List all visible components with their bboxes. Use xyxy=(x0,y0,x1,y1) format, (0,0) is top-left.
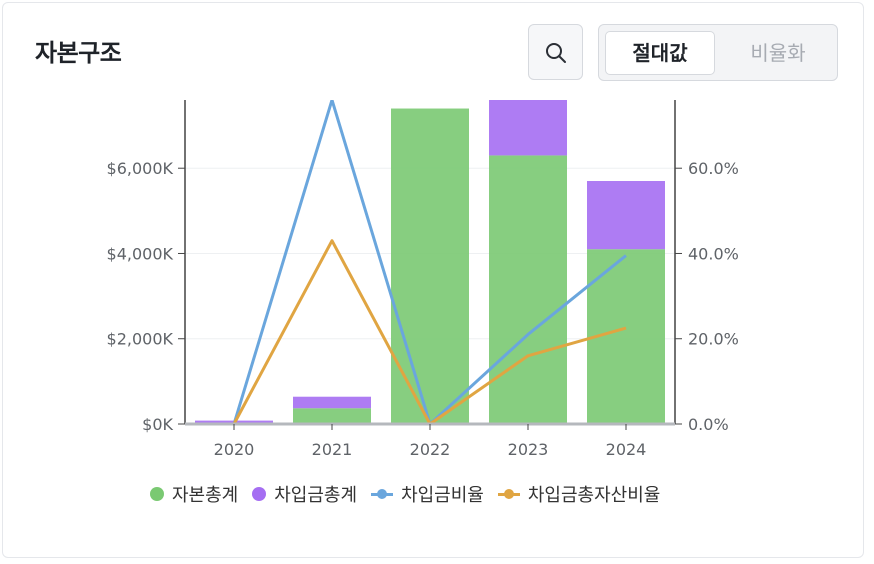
legend-item-equity[interactable]: 자본총계 xyxy=(150,481,238,507)
legend-item-borrowing-ratio[interactable]: 차입금비율 xyxy=(371,481,484,507)
bar-borrowings xyxy=(293,396,371,409)
chart-legend: 자본총계 차입금총계 차입금비율 차입금총자산비율 xyxy=(150,482,674,506)
absolute-value-tab[interactable]: 절대값 xyxy=(605,31,715,75)
search-button[interactable] xyxy=(528,24,583,80)
search-icon xyxy=(546,43,566,63)
x-tick-label: 2023 xyxy=(508,440,549,459)
legend-label-borrowings: 차입금총계 xyxy=(274,485,358,506)
y-left-tick-label: $4,000K xyxy=(107,244,174,263)
ratio-tab[interactable]: 비율화 xyxy=(750,41,806,65)
y-left-tick-label: $6,000K xyxy=(107,159,174,178)
legend-marker-borrowings xyxy=(252,487,267,501)
legend-label-borrowing-ratio: 차입금비율 xyxy=(401,485,484,506)
y-left-tick-label: $2,000K xyxy=(107,330,174,349)
x-tick-label: 2021 xyxy=(312,440,353,459)
y-right-tick-label: 60.0% xyxy=(688,159,739,178)
bar-borrowings xyxy=(489,100,567,156)
legend-marker-equity xyxy=(150,487,164,501)
bar-equity xyxy=(391,108,469,425)
x-tick-label: 2020 xyxy=(214,440,255,459)
bar-equity xyxy=(293,408,371,424)
legend-item-borrowing-asset-ratio[interactable]: 차입금총자산비율 xyxy=(497,481,661,507)
legend-marker-borrowing-ratio xyxy=(371,487,394,501)
legend-marker-borrowing-asset-ratio xyxy=(497,487,520,501)
x-tick-label: 2024 xyxy=(606,440,647,459)
x-tick-label: 2022 xyxy=(410,440,451,459)
legend-label-borrowing-asset-ratio: 차입금총자산비율 xyxy=(527,485,661,506)
value-mode-toggle: 절대값 비율화 xyxy=(598,24,838,81)
bar-borrowings xyxy=(587,181,665,250)
bar-equity xyxy=(489,155,567,424)
y-right-tick-label: 0.0% xyxy=(688,415,729,434)
legend-item-borrowings[interactable]: 차입금총계 xyxy=(252,481,357,507)
y-right-tick-label: 20.0% xyxy=(688,330,739,349)
y-left-tick-label: $0K xyxy=(142,415,173,434)
legend-label-equity: 자본총계 xyxy=(172,485,239,506)
card-title: 자본구조 xyxy=(35,39,122,67)
y-right-tick-label: 40.0% xyxy=(688,244,739,263)
